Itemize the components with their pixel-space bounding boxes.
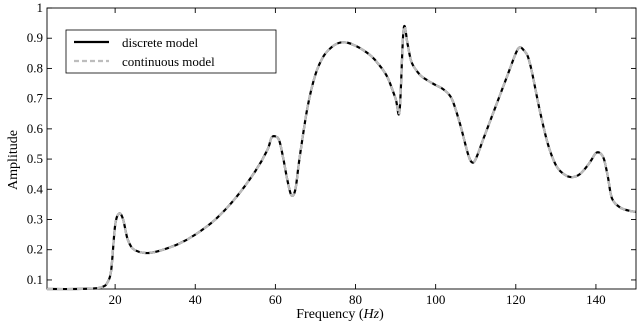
- y-tick-label: 0.1: [27, 272, 43, 287]
- x-axis-label-text: Frequency: [296, 307, 355, 322]
- y-tick-label: 0.2: [27, 242, 43, 257]
- y-tick-label: 1: [37, 0, 44, 15]
- x-tick-label: 60: [269, 292, 282, 307]
- y-tick-label: 0.3: [27, 212, 43, 227]
- x-tick-label: 140: [586, 292, 606, 307]
- plot-area: [46, 7, 637, 290]
- legend-box: [65, 29, 277, 74]
- series-layer: [46, 24, 637, 291]
- y-tick-label: 0.8: [27, 60, 43, 75]
- y-tick-label: 0.6: [27, 121, 44, 136]
- x-axis-label: Frequency (Hz): [296, 307, 384, 322]
- x-axis-label-unit: Hz: [363, 307, 380, 322]
- x-tick-label: 40: [189, 292, 202, 307]
- x-tick-label: 80: [349, 292, 362, 307]
- y-tick-label: 0.9: [27, 30, 43, 45]
- y-tick-label: 0.7: [27, 91, 44, 106]
- legend: discrete model continuous model: [65, 29, 277, 74]
- y-axis-label: Amplitude: [6, 130, 21, 190]
- x-tick-label: 100: [426, 292, 446, 307]
- y-tick-label: 0.5: [27, 151, 43, 166]
- x-tick-label: 20: [109, 292, 122, 307]
- ticks-layer: 20 40 60 80 100 120 140 0.1 0.2 0.3 0.4 0.5 0.6 0.7 0.…: [27, 0, 636, 307]
- legend-label-discrete-model: discrete model: [122, 35, 199, 50]
- legend-label-continuous-model: continuous model: [122, 54, 215, 69]
- plot-frame: [46, 7, 637, 290]
- series-line-continuous-model: [46, 24, 637, 291]
- x-tick-label: 120: [506, 292, 526, 307]
- y-tick-label: 0.4: [27, 181, 44, 196]
